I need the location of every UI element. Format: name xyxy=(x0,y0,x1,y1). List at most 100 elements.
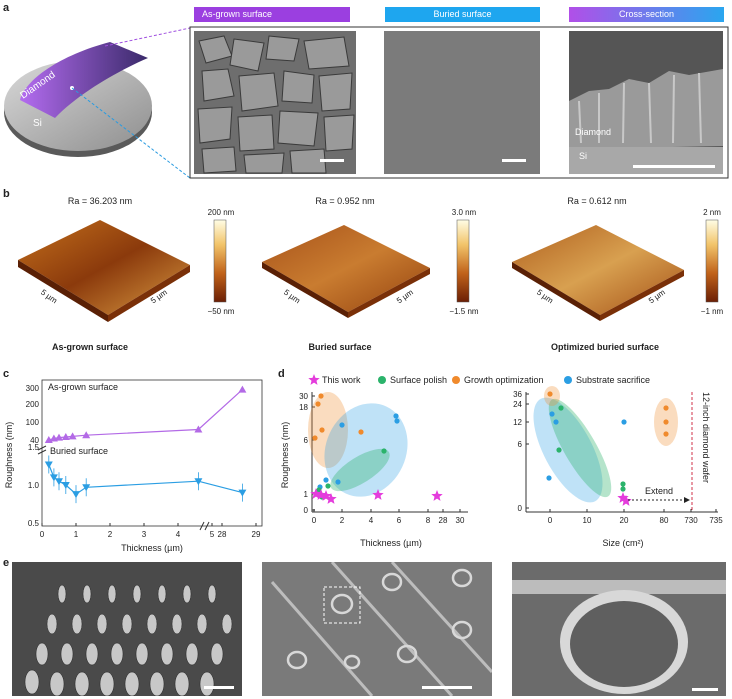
wafer-label: 12-inch diamond wafer xyxy=(701,392,711,483)
left-x-tick-label: 8 xyxy=(426,516,431,525)
point-buried xyxy=(82,484,91,492)
afm-surface-buried xyxy=(262,225,430,312)
point-buried xyxy=(194,478,203,486)
x-tick-label: 0 xyxy=(40,530,45,539)
left-x-tick-label: 2 xyxy=(340,516,345,525)
left-x-tick-label: 0 xyxy=(312,516,317,525)
right-y-tick-label: 12 xyxy=(513,418,522,427)
right-y-tick-label: 36 xyxy=(513,390,522,399)
point-substrate-sacrifice-right xyxy=(546,475,552,481)
left-x-tick-label: 6 xyxy=(397,516,402,525)
chart-c-frame xyxy=(41,379,263,527)
left-y-tick-label: 6 xyxy=(304,436,309,445)
afm-caption-buried: Buried surface xyxy=(308,342,372,352)
point-buried xyxy=(55,478,63,486)
point-this-work xyxy=(431,490,443,501)
scale-bar xyxy=(502,159,526,162)
cbar-asgrown xyxy=(213,219,227,303)
point-substrate-sacrifice-right xyxy=(621,419,627,425)
series-asgrown-line xyxy=(48,389,243,441)
point-growth-optimization-right xyxy=(663,419,669,425)
cluster-surface-polish xyxy=(330,448,390,492)
left-y-axis-label: Roughness (nm) xyxy=(280,422,290,489)
left-y-tick-label: 0 xyxy=(304,506,309,515)
right-x-tick-label: 0 xyxy=(548,516,553,525)
legend-label: Growth optimization xyxy=(464,375,544,385)
point-substrate-sacrifice xyxy=(393,413,399,419)
point-buried xyxy=(72,491,80,499)
legend-label: This work xyxy=(322,375,361,385)
point-substrate-sacrifice-right xyxy=(549,411,555,417)
y-axis-break xyxy=(37,445,47,451)
point-this-work-right xyxy=(620,495,632,506)
afm-surface-asgrown xyxy=(18,220,190,315)
left-x-tick-label: 4 xyxy=(369,516,374,525)
point-asgrown xyxy=(82,431,91,439)
left-y-tick-label: 1 xyxy=(304,490,309,499)
cluster-growth-right-small xyxy=(544,386,560,406)
point-asgrown xyxy=(238,385,247,393)
point-asgrown xyxy=(194,425,203,433)
panel-label-a: a xyxy=(3,2,10,14)
left-x-tick-label: 30 xyxy=(456,516,465,525)
y-tick-label: 1.0 xyxy=(28,481,40,490)
annotation-buried: Buried surface xyxy=(50,446,108,456)
cbar-bottom-optimized: −1 nm xyxy=(700,307,724,316)
series-buried-line xyxy=(48,464,243,495)
cluster-growth-optimization xyxy=(308,392,348,468)
point-asgrown xyxy=(61,433,70,440)
annotation-asgrown: As-grown surface xyxy=(48,382,118,392)
right-x-tick-label: 80 xyxy=(660,516,669,525)
x-axis-break xyxy=(199,521,205,531)
y-axis-break xyxy=(37,449,47,455)
point-growth-optimization-right xyxy=(663,405,669,411)
point-substrate-sacrifice xyxy=(335,479,341,485)
point-asgrown xyxy=(68,432,77,440)
tag-buried-bg xyxy=(385,7,540,22)
afm-caption-optimized: Optimized buried surface xyxy=(550,342,660,352)
x-tick-label: 29 xyxy=(252,530,261,539)
point-growth-optimization xyxy=(318,393,324,399)
sem-buried-image xyxy=(384,31,540,174)
sem-asgrown-image xyxy=(194,31,356,174)
right-y-tick-label: 6 xyxy=(518,440,523,449)
legend-marker xyxy=(378,376,386,384)
ra-buried: Ra = 0.952 nm xyxy=(315,196,375,206)
afm-surface-optimized xyxy=(512,225,684,315)
legend-marker xyxy=(564,376,572,384)
legend-marker-this-work xyxy=(308,374,320,385)
y-tick-label: 100 xyxy=(26,418,40,427)
tag-cross: Cross-section xyxy=(618,9,674,19)
panel-label-d: d xyxy=(278,368,285,380)
cbar-bottom-buried: −1.5 nm xyxy=(449,307,479,316)
chart-c-roughness-vs-thickness: 0 1 2 3 4 5 28 29 300 200 100 401.5 1.0 0.5 Thickness … xyxy=(4,379,263,553)
point-growth-optimization xyxy=(312,435,318,441)
point-this-work xyxy=(372,489,384,500)
point-substrate-sacrifice xyxy=(339,422,345,428)
chart-d-roughness-comparison: This work Surface polish Growth optimizati… xyxy=(280,374,723,548)
tag-asgrown-bg xyxy=(194,7,350,22)
point-substrate-sacrifice xyxy=(323,477,329,483)
cbar-buried xyxy=(456,219,470,303)
y-tick-label: 40 xyxy=(30,436,39,445)
afm-caption-asgrown: As-grown surface xyxy=(51,342,129,352)
point-this-work xyxy=(325,493,337,504)
cbar-top-asgrown: 200 nm xyxy=(207,208,235,217)
x-tick-label: 1 xyxy=(74,530,79,539)
sem-ring-closeup-image xyxy=(512,562,726,696)
x-tick-label: 3 xyxy=(142,530,147,539)
sem-pillar-array-image xyxy=(12,562,242,696)
x-tick-label: 2 xyxy=(108,530,113,539)
right-x-tick-label: 20 xyxy=(620,516,629,525)
y-tick-label: 0.5 xyxy=(28,519,40,528)
point-growth-optimization xyxy=(315,401,321,407)
cbar-top-optimized: 2 nm xyxy=(703,208,721,217)
right-x-tick-label: 735 xyxy=(709,516,723,525)
point-surface-polish-right xyxy=(558,405,564,411)
cluster-surface-polish-right xyxy=(548,398,612,498)
point-buried xyxy=(238,489,247,497)
tag-buried: Buried surface xyxy=(433,9,492,19)
right-x-axis-label: Size (cm²) xyxy=(603,538,644,548)
point-buried xyxy=(49,474,58,482)
panel-a-schematic xyxy=(4,7,729,179)
